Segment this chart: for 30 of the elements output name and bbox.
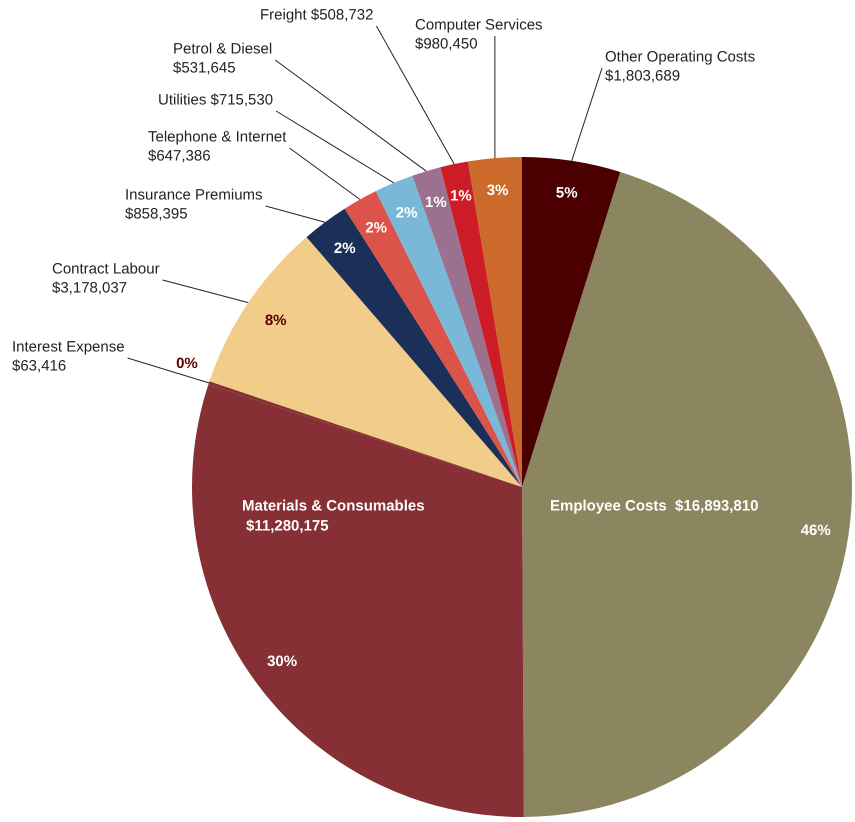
text: 2% bbox=[365, 219, 388, 236]
slice-label: Petrol & Diesel bbox=[173, 40, 272, 58]
slice-label: Freight $508,732 bbox=[260, 6, 374, 24]
data-label: $980,450 bbox=[415, 36, 478, 53]
text: 8% bbox=[264, 312, 287, 330]
text: 3% bbox=[486, 182, 508, 200]
slice-label: Other Operating Costs bbox=[605, 48, 756, 66]
slice-label: Interest Expense bbox=[12, 338, 125, 356]
slice-label: Utilities $715,530 bbox=[158, 92, 274, 109]
text: 1% bbox=[424, 194, 447, 211]
text: 1% bbox=[450, 187, 472, 204]
data-label: $11,280,175 bbox=[246, 518, 329, 535]
text: 46% bbox=[800, 522, 831, 540]
data-label: $858,395 bbox=[125, 206, 188, 223]
slice-label: Insurance Premiums bbox=[125, 186, 263, 204]
text: 5% bbox=[556, 184, 578, 202]
data-label: $531,645 bbox=[173, 60, 236, 77]
text: 2% bbox=[396, 204, 418, 222]
slice-label: Materials & Consumables bbox=[242, 498, 425, 515]
slice-label: Employee Costs $16,893,810 bbox=[550, 498, 758, 515]
data-label: $63,416 bbox=[12, 358, 66, 375]
data-label: $3,178,037 bbox=[52, 280, 128, 297]
slice-label: Computer Services bbox=[415, 16, 543, 34]
data-label: $647,386 bbox=[148, 148, 211, 165]
text: 2% bbox=[334, 240, 356, 257]
data-label: $1,803,689 bbox=[605, 68, 680, 85]
text: 0% bbox=[176, 354, 198, 372]
text: 30% bbox=[267, 653, 298, 670]
slice-label: Contract Labour bbox=[52, 260, 160, 278]
slice-label: Telephone & Internet bbox=[148, 128, 288, 146]
